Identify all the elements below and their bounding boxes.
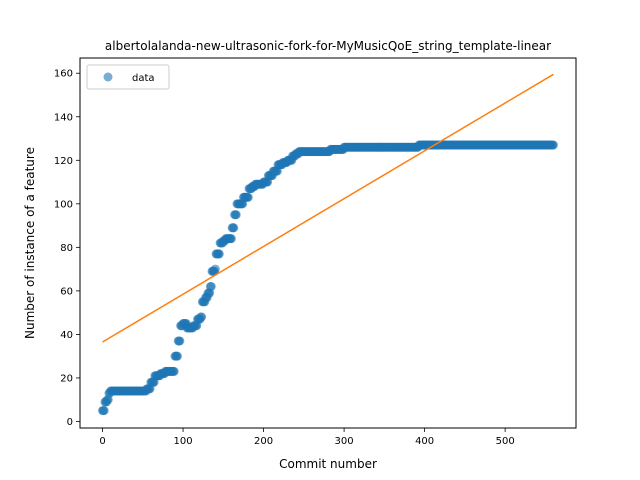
data-point (214, 249, 224, 259)
legend-box (86, 64, 170, 90)
y-tick-label: 140 (54, 112, 73, 123)
legend-marker-data (103, 72, 113, 82)
legend-label-data: data (132, 73, 155, 84)
x-tick-label: 300 (335, 436, 354, 447)
data-point (226, 234, 236, 244)
data-point (243, 192, 253, 202)
y-tick-label: 40 (60, 330, 73, 341)
x-tick-label: 500 (496, 436, 515, 447)
y-tick-label: 160 (54, 69, 73, 80)
y-tick-label: 0 (67, 417, 73, 428)
y-axis-label: Number of instance of a feature (23, 147, 37, 339)
legend: data (86, 64, 170, 90)
data-point (231, 210, 241, 220)
chart-title: albertolalanda-new-ultrasonic-fork-for-M… (105, 39, 551, 53)
x-tick-label: 400 (415, 436, 434, 447)
y-tick-label: 100 (54, 199, 73, 210)
x-tick-label: 200 (254, 436, 273, 447)
data-point (210, 264, 220, 274)
y-tick-label: 60 (60, 286, 73, 297)
x-tick-label: 0 (99, 436, 105, 447)
data-point (206, 282, 216, 292)
data-point (175, 336, 185, 346)
data-point (197, 312, 207, 322)
x-axis-label: Commit number (279, 457, 377, 471)
linear-fit-line (102, 73, 554, 343)
data-point (548, 140, 558, 150)
y-tick-label: 120 (54, 156, 73, 167)
x-axis: 0 100 200 300 400 500 (99, 428, 515, 447)
y-tick-label: 80 (60, 243, 73, 254)
data-point (172, 351, 182, 361)
axes-frame (79, 57, 577, 429)
data-point (169, 366, 179, 376)
y-axis: 0 20 40 60 80 100 120 140 160 (54, 69, 80, 428)
data-point (99, 406, 109, 416)
plot-area (98, 73, 558, 416)
y-tick-label: 20 (60, 373, 73, 384)
x-tick-label: 100 (174, 436, 193, 447)
data-point (229, 223, 239, 233)
